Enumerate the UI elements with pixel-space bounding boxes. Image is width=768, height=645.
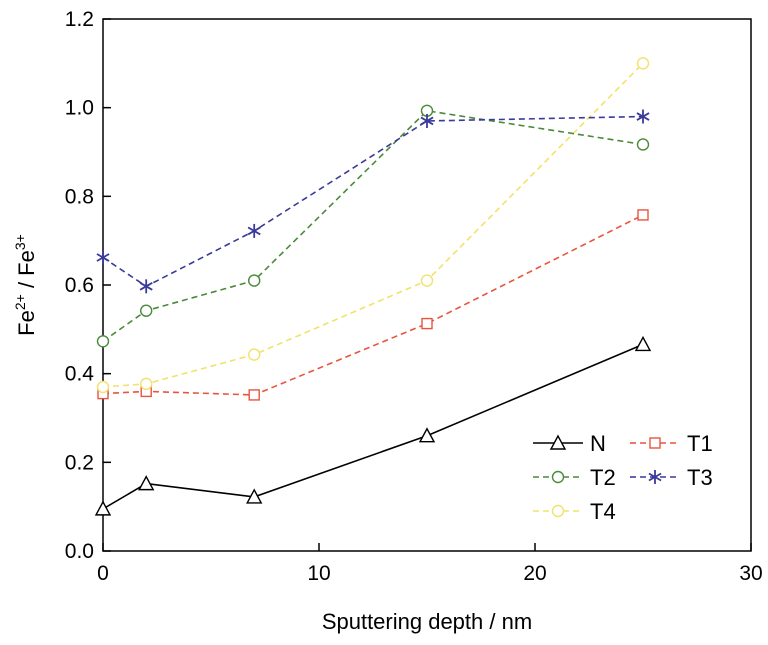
x-tick-label: 30 <box>739 562 762 585</box>
series-t1 <box>97 209 649 401</box>
legend-swatch-marker <box>649 437 661 449</box>
series-t4-point <box>96 380 110 394</box>
series-t1-line <box>102 214 644 396</box>
series-t4-line <box>102 62 644 388</box>
y-tick-label: 0.8 <box>65 185 94 208</box>
series-t3-line <box>102 115 644 288</box>
legend-label: N <box>590 431 606 456</box>
series-t1-point <box>637 209 649 221</box>
series-t3-point <box>247 223 261 238</box>
legend-item-n: N <box>533 431 606 456</box>
series-t1-point <box>248 389 260 401</box>
series-t3-point <box>636 109 650 124</box>
legend: N T1 T2 T3 T4 <box>533 431 713 524</box>
legend-swatch-marker <box>551 504 565 518</box>
series-n <box>94 335 652 516</box>
x-tick-label: 20 <box>523 562 546 585</box>
series-t4 <box>96 57 650 394</box>
x-tick-label: 10 <box>307 562 330 585</box>
legend-swatch-marker <box>549 434 567 450</box>
series-n-point <box>246 488 263 504</box>
legend-swatch-marker <box>551 470 565 484</box>
x-tick-label: 0 <box>97 562 109 585</box>
legend-item-t2: T2 <box>533 465 616 490</box>
legend-label: T3 <box>687 465 713 490</box>
series-t4-point <box>636 57 650 70</box>
series-t3-point <box>96 250 110 265</box>
axis-ticks: 0 10 20 30 0.0 0.2 0.4 0.6 0.8 1.0 1.2 <box>65 8 763 585</box>
y-tick-label: 0.6 <box>65 274 94 297</box>
series-t1-point <box>421 317 433 330</box>
series-n-point <box>138 475 155 491</box>
series-layer <box>94 57 652 516</box>
y-tick-label: 1.0 <box>65 97 94 120</box>
y-tick-label: 1.2 <box>65 8 94 31</box>
series-n-line <box>102 343 644 510</box>
y-tick-label: 0.2 <box>65 451 94 474</box>
legend-swatch-marker <box>648 470 662 484</box>
series-n-point <box>634 335 652 352</box>
legend-item-t1: T1 <box>630 431 713 456</box>
series-t2-point <box>139 304 153 317</box>
legend-item-t3: T3 <box>630 465 713 490</box>
series-t2-point <box>636 138 650 151</box>
series-t2 <box>96 104 650 348</box>
series-t4-point <box>420 274 434 287</box>
legend-item-t4: T4 <box>533 499 616 524</box>
series-t3-point <box>420 113 434 128</box>
legend-label: T4 <box>590 499 616 524</box>
series-n-point <box>94 500 112 516</box>
series-n-point <box>418 427 436 443</box>
series-t2-point <box>247 274 261 287</box>
y-tick-label: 0.0 <box>65 540 94 563</box>
series-t3-point <box>139 279 153 294</box>
legend-label: T2 <box>590 465 616 490</box>
x-axis-title: Sputtering depth / nm <box>322 609 532 634</box>
series-t2-point <box>96 335 110 348</box>
series-t4-point <box>247 348 261 361</box>
series-t3 <box>96 109 650 294</box>
legend-label: T1 <box>687 431 713 456</box>
y-tick-label: 0.4 <box>65 363 95 386</box>
y-axis-title: Fe2+ / Fe3+ <box>12 234 39 336</box>
series-t4-point <box>139 377 153 391</box>
